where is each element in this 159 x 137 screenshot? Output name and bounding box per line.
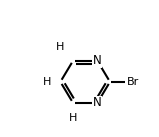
Text: H: H xyxy=(42,77,51,87)
Text: N: N xyxy=(93,96,102,109)
Text: H: H xyxy=(56,42,65,52)
Text: N: N xyxy=(93,54,102,67)
Text: Br: Br xyxy=(127,77,139,87)
Text: H: H xyxy=(69,113,77,123)
